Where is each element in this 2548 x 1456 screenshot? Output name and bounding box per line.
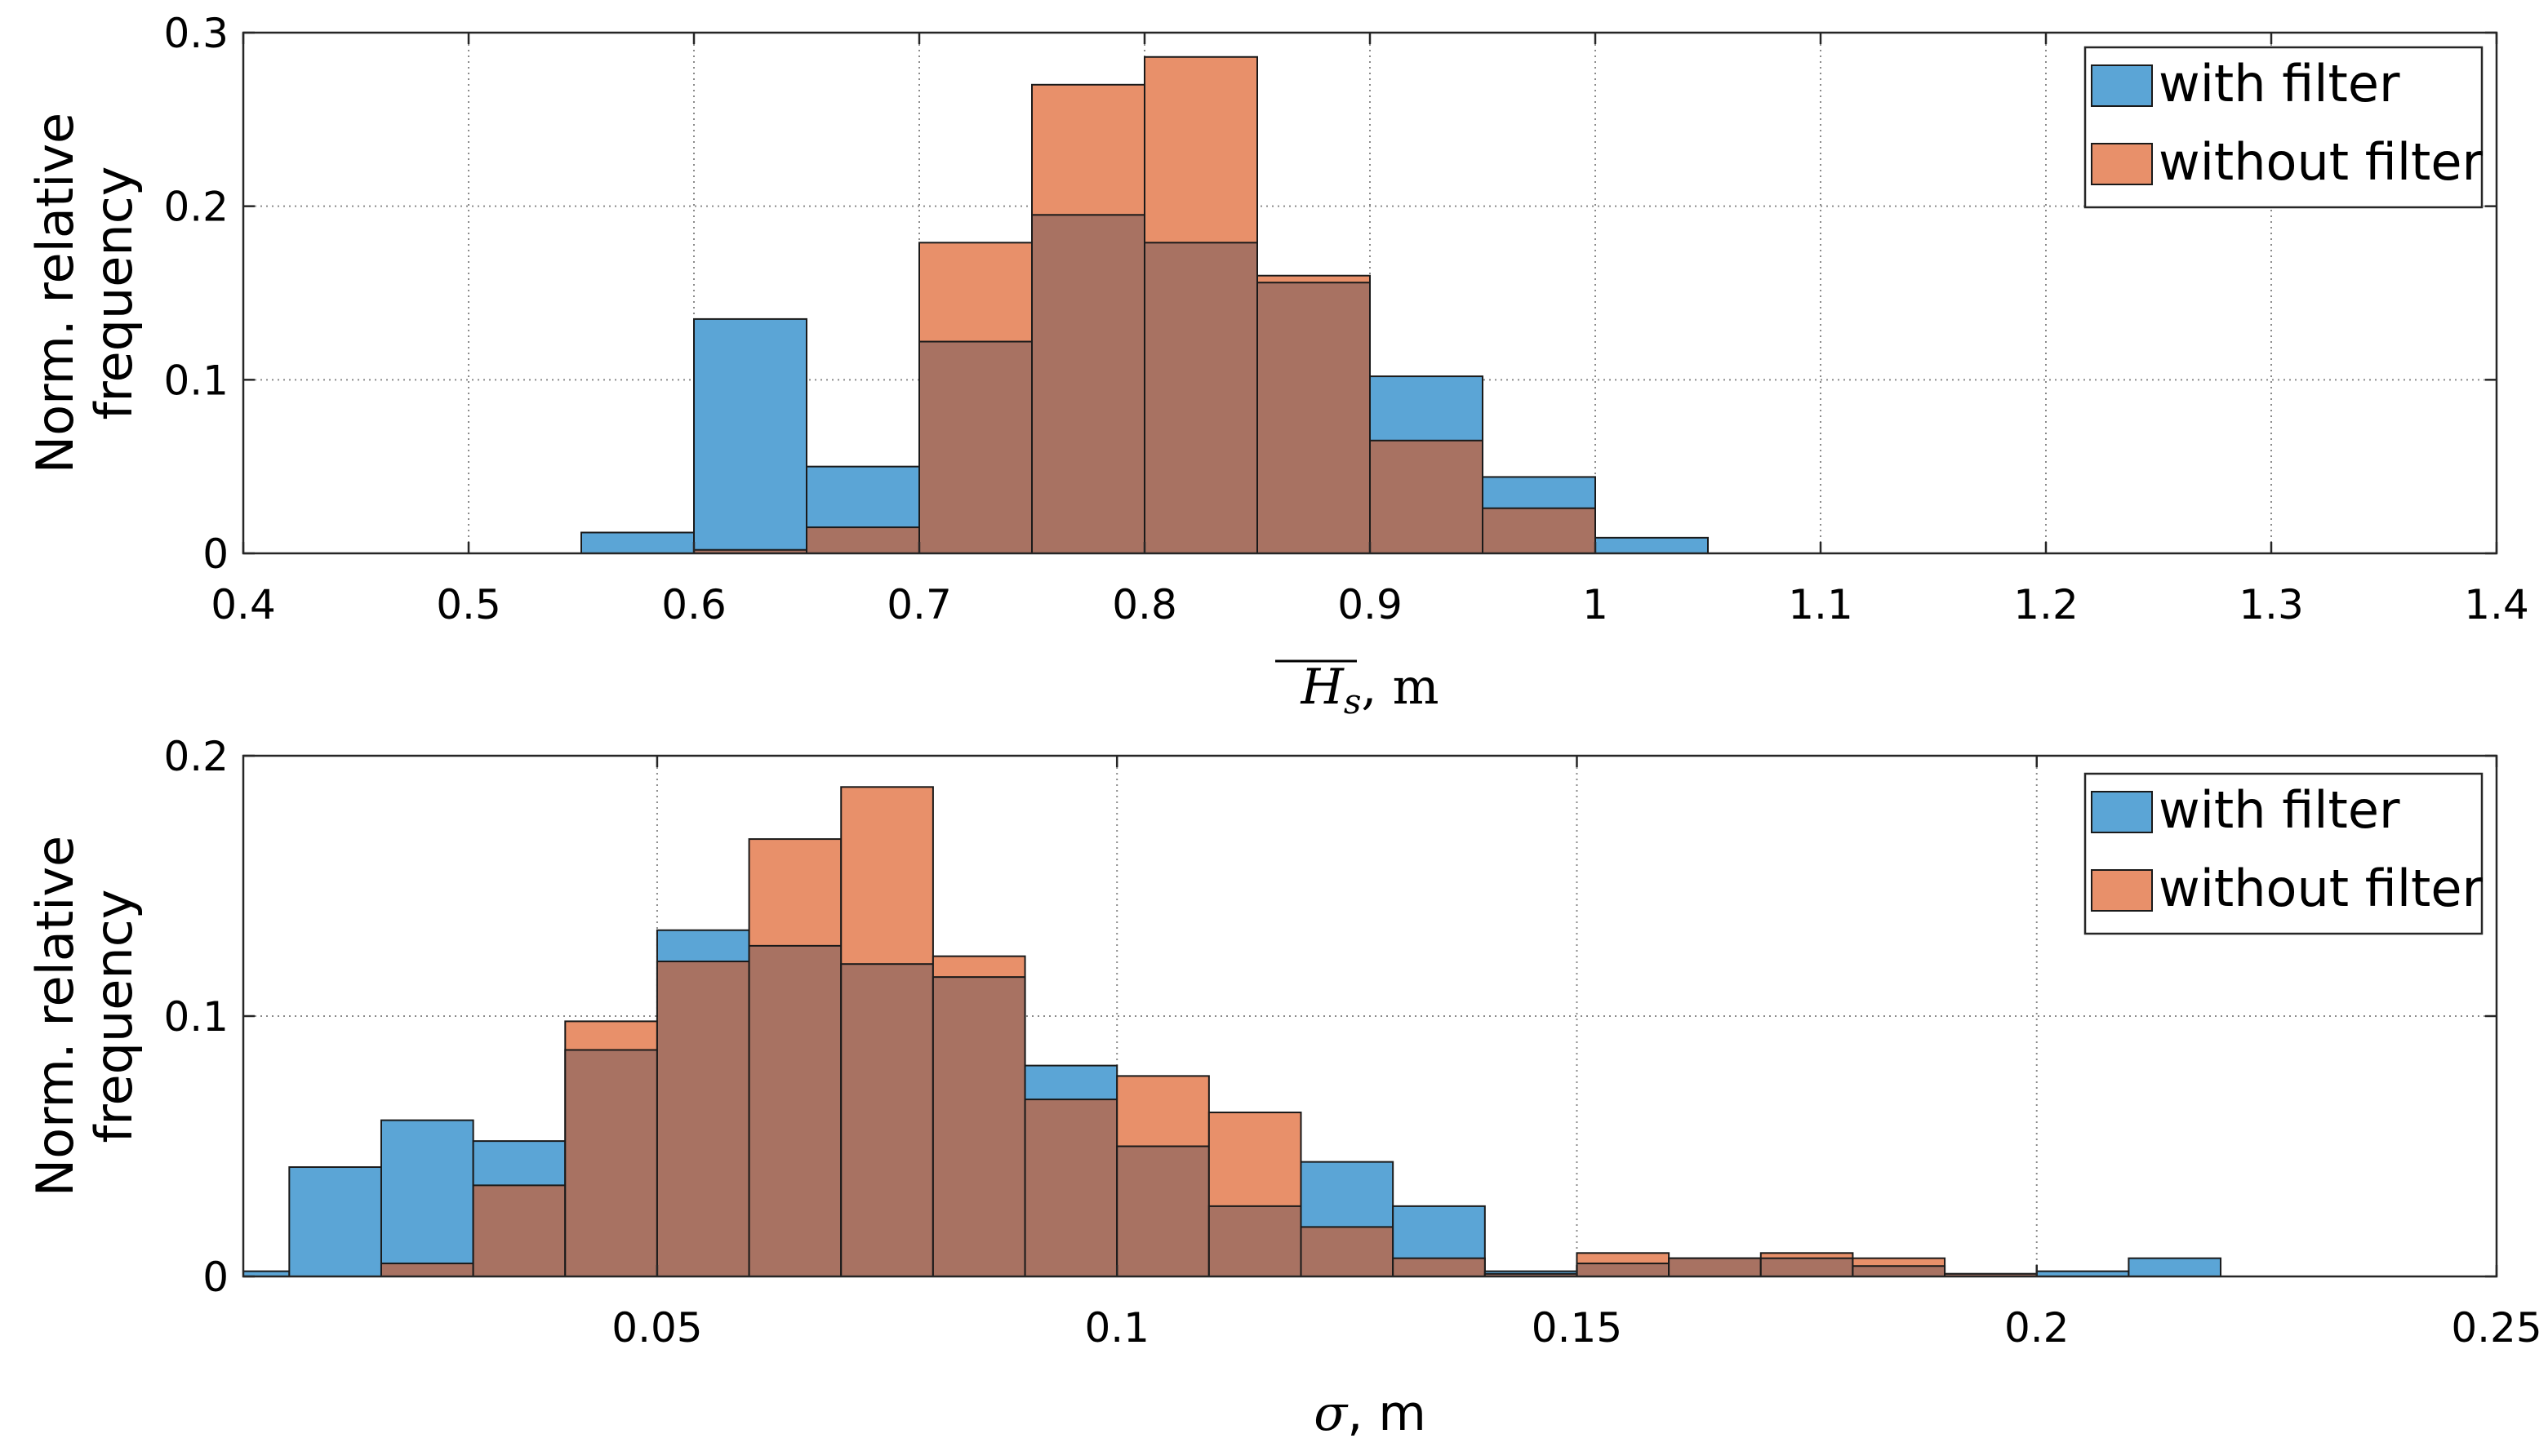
x-tick-label: 1.4 [2464, 581, 2529, 628]
bar-overlap [1207, 1205, 1302, 1277]
bar-overlap [1256, 282, 1371, 554]
y-tick-label: 0 [202, 530, 229, 578]
bar-overlap [1852, 1265, 1946, 1277]
legend-label: with filter [2159, 54, 2400, 113]
legend-label: with filter [2159, 780, 2400, 840]
x-tick-label: 1.2 [2013, 581, 2079, 628]
x-tick-label: 1.1 [1788, 581, 1853, 628]
legend-swatch-without-filter [2091, 869, 2153, 912]
x-axis-unit: , m [1347, 1385, 1426, 1442]
bar-with-filter [2128, 1257, 2222, 1278]
legend: with filter without filter [2083, 46, 2484, 209]
x-tick-label: 1 [1582, 581, 1608, 628]
bar-overlap [1759, 1257, 1854, 1278]
bar-overlap [748, 944, 843, 1277]
bar-overlap [918, 340, 1033, 554]
bar-overlap [1392, 1257, 1486, 1278]
legend-swatch-with-filter [2091, 64, 2153, 107]
y-tick-label: 0.1 [163, 993, 229, 1041]
x-axis-unit: , m [1361, 659, 1439, 716]
bar-overlap [564, 1049, 658, 1277]
bar-overlap [1031, 214, 1145, 554]
y-tick-label: 0.2 [163, 184, 229, 231]
bar-overlap [380, 1263, 474, 1278]
bar-overlap [1576, 1263, 1670, 1278]
y-axis-label: Norm. relative [25, 836, 85, 1196]
x-axis-label: σ, m [1314, 1385, 1426, 1442]
bar-overlap [1300, 1226, 1394, 1278]
bar-overlap [806, 526, 920, 554]
x-axis-symbol: σ [1314, 1385, 1349, 1442]
chart-panel-1: 0.4 0.5 0.6 0.7 0.8 0.9 1 1.1 1.2 1.3 1.4 0 0.1 0.2 0.… [25, 10, 2529, 721]
x-tick-label: 0.6 [661, 581, 727, 628]
bar-overlap [1482, 507, 1596, 554]
bar-overlap [1116, 1145, 1210, 1277]
bar-with-filter [693, 317, 807, 554]
legend-swatch-with-filter [2091, 791, 2153, 833]
y-axis-label: frequency [84, 890, 144, 1143]
y-tick-label: 0.1 [163, 357, 229, 404]
x-axis-label: Hs, m [1301, 659, 1439, 721]
bar-overlap [1668, 1257, 1762, 1278]
bar-overlap [656, 961, 750, 1277]
x-axis-subscript: s [1344, 681, 1362, 721]
x-tick-label: 0.4 [211, 581, 276, 628]
x-tick-label: 0.9 [1337, 581, 1403, 628]
y-axis-label: Norm. relative [25, 113, 85, 473]
x-tick-label: 0.8 [1112, 581, 1177, 628]
legend-label: without filter [2159, 859, 2484, 918]
bar-with-filter [1594, 536, 1709, 554]
x-tick-label: 0.05 [611, 1304, 702, 1352]
x-tick-label: 0.25 [2451, 1304, 2541, 1352]
bar-overlap [932, 976, 1026, 1278]
bar-overlap [840, 963, 934, 1277]
legend-label: without filter [2159, 132, 2484, 192]
y-tick-label: 0.2 [163, 733, 229, 780]
x-tick-label: 0.1 [1084, 1304, 1149, 1352]
bar-with-filter [380, 1119, 474, 1277]
x-axis-symbol: H [1301, 659, 1345, 716]
x-tick-label: 0.7 [887, 581, 952, 628]
bar-overlap [1369, 439, 1483, 554]
y-tick-label: 0.3 [163, 10, 229, 57]
bar-with-filter [288, 1166, 382, 1278]
y-tick-label: 0 [202, 1254, 229, 1301]
x-tick-label: 0.5 [436, 581, 501, 628]
bar-with-filter [580, 531, 695, 554]
x-tick-label: 1.3 [2239, 581, 2304, 628]
y-axis-label: frequency [84, 166, 144, 420]
chart-panel-2: 0.05 0.1 0.15 0.2 0.25 0 0.1 0.2 Norm. relative f… [25, 733, 2542, 1442]
bar-overlap [472, 1184, 567, 1277]
legend: with filter without filter [2083, 772, 2484, 935]
bar-overlap [1024, 1099, 1118, 1277]
bar-overlap [1144, 242, 1258, 554]
legend-swatch-without-filter [2091, 143, 2153, 185]
x-tick-label: 0.15 [1532, 1304, 1622, 1352]
x-tick-label: 0.2 [2004, 1304, 2070, 1352]
